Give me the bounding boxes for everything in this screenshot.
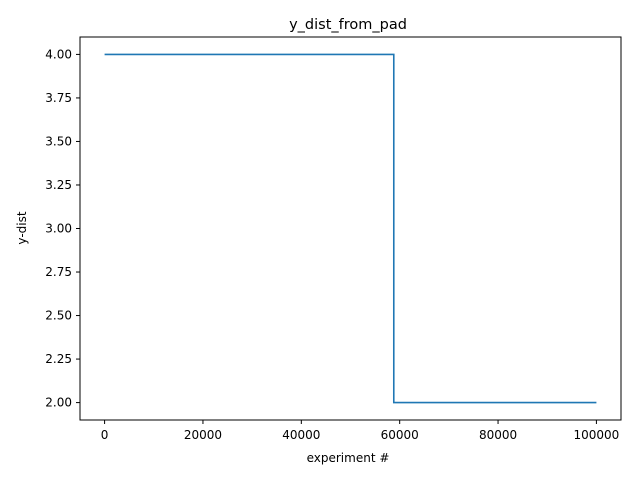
y-axis: 2.00 2.25 2.50 2.75 3.00 3.25 3.50 3.75 4.00 xyxy=(45,47,80,410)
series-line-y_dist xyxy=(104,53,597,404)
x-tick-label: 0 xyxy=(101,428,109,442)
y-tick-label: 2.25 xyxy=(45,352,72,366)
x-tick-label: 40000 xyxy=(282,428,320,442)
y-axis-label: y-dist xyxy=(15,211,29,244)
x-axis-label: experiment # xyxy=(307,451,390,465)
y-tick-label: 3.25 xyxy=(45,178,72,192)
plot-area xyxy=(79,36,622,421)
x-tick-label: 100000 xyxy=(574,428,620,442)
series-layer xyxy=(104,53,597,404)
y-tick-label: 3.50 xyxy=(45,134,72,148)
chart-title: y_dist_from_pad xyxy=(289,17,407,33)
x-tick-label: 20000 xyxy=(184,428,222,442)
y-tick-label: 3.75 xyxy=(45,91,72,105)
x-tick-label: 60000 xyxy=(381,428,419,442)
y-tick-label: 2.50 xyxy=(45,309,72,323)
y-tick-label: 2.00 xyxy=(45,396,72,410)
y-tick-label: 2.75 xyxy=(45,265,72,279)
x-tick-label: 80000 xyxy=(479,428,517,442)
plot-frame xyxy=(79,36,622,421)
x-axis: 0 20000 40000 60000 80000 100000 xyxy=(101,420,620,442)
y-tick-label: 4.00 xyxy=(45,47,72,61)
y-tick-label: 3.00 xyxy=(45,222,72,236)
